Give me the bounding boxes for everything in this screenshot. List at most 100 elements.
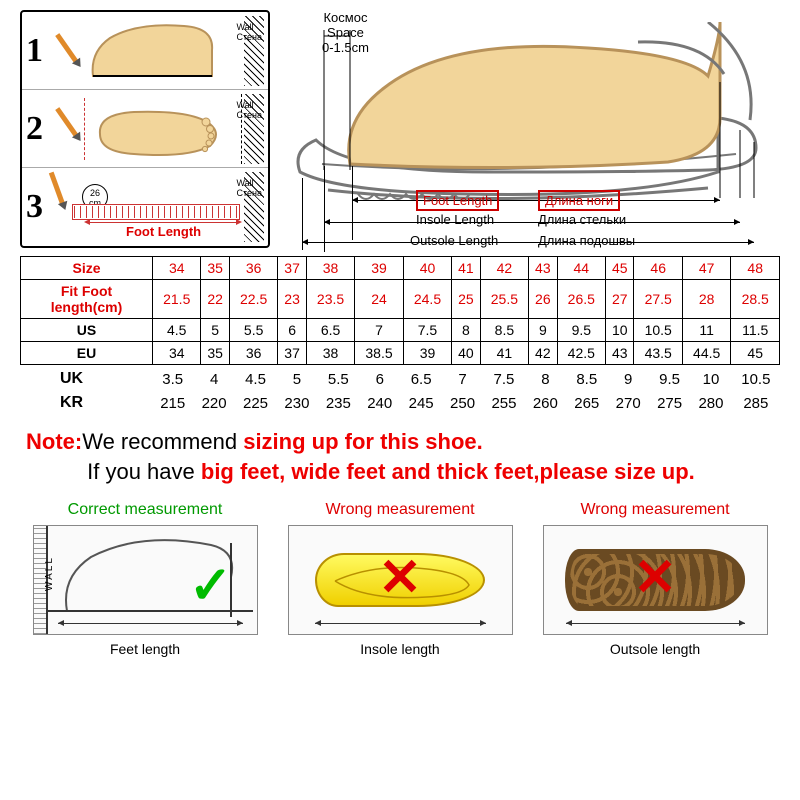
step-2: 2 WallСтена xyxy=(22,90,268,168)
cell: 9 xyxy=(529,319,557,342)
cell: 260 xyxy=(525,391,566,415)
cell: 28 xyxy=(682,280,730,319)
size-table: Size343536373839404142434445464748Fit Fo… xyxy=(20,256,780,365)
wall-label: WallСтена xyxy=(236,178,262,198)
cell: 42 xyxy=(529,342,557,365)
cell: 250 xyxy=(442,391,483,415)
cell: 37 xyxy=(278,257,306,280)
ruler-icon xyxy=(72,204,240,220)
outsole-diagram: ✕ xyxy=(543,525,768,635)
cell: 230 xyxy=(276,391,317,415)
cell: 36 xyxy=(229,342,277,365)
cell: 45 xyxy=(606,257,634,280)
step-3: 3 26cm Foot Length WallСтена xyxy=(22,168,268,246)
cell: 8.5 xyxy=(480,319,528,342)
cell: 34 xyxy=(153,342,201,365)
length-arrow xyxy=(566,623,745,624)
note-text: If you have xyxy=(87,459,201,484)
cell: 39 xyxy=(403,342,451,365)
row-label: EU xyxy=(21,342,153,365)
cell: 10 xyxy=(690,367,731,391)
table-row: Fit Foot length(cm)21.52222.52323.52424.… xyxy=(21,280,780,319)
cell: 280 xyxy=(690,391,731,415)
cell: 40 xyxy=(452,342,480,365)
foot-length-label: Foot Length xyxy=(126,224,201,239)
card-title: Correct measurement xyxy=(33,501,258,519)
cell: 35 xyxy=(201,257,229,280)
shoe-cross-section-icon xyxy=(288,22,768,202)
cell: 10 xyxy=(606,319,634,342)
cell: 37 xyxy=(278,342,306,365)
cell: 42.5 xyxy=(557,342,605,365)
cell: 46 xyxy=(634,257,682,280)
outsole-length-ru-label: Длина подошвы xyxy=(538,233,635,248)
cell: 38 xyxy=(306,257,354,280)
step-number: 1 xyxy=(26,32,54,70)
pencil-icon xyxy=(55,107,79,138)
page: 1 WallСтена 2 xyxy=(0,0,800,677)
cell: 285 xyxy=(732,391,780,415)
cell: 220 xyxy=(193,391,234,415)
cell: 8 xyxy=(525,367,566,391)
cell: 270 xyxy=(607,391,648,415)
cell: 240 xyxy=(359,391,400,415)
insole-length-ru-label: Длина стельки xyxy=(538,212,626,227)
cell: 6.5 xyxy=(400,367,441,391)
wall-label: WallСтена xyxy=(236,100,262,120)
cell: 7.5 xyxy=(403,319,451,342)
pencil-icon xyxy=(55,33,79,64)
cell: 45 xyxy=(731,342,780,365)
shoe-diagram: Космос Space 0-1.5cm xyxy=(282,10,780,250)
foot-length-arrow xyxy=(88,222,238,223)
cell: 5.5 xyxy=(229,319,277,342)
foot-top-icon xyxy=(88,102,228,164)
note-emphasis: sizing up for this shoe. xyxy=(243,429,483,454)
outsole-length-label: Outsole Length xyxy=(410,233,498,248)
cross-icon: ✕ xyxy=(633,548,677,608)
cell: 225 xyxy=(235,391,276,415)
cell: 43 xyxy=(529,257,557,280)
cell: 44 xyxy=(557,257,605,280)
cell: 47 xyxy=(682,257,730,280)
steps-box: 1 WallСтена 2 xyxy=(20,10,270,248)
cell: 27 xyxy=(606,280,634,319)
wall-label: WALL xyxy=(43,556,54,591)
cell: 43.5 xyxy=(634,342,682,365)
cell: 25 xyxy=(452,280,480,319)
step-1: 1 WallСтена xyxy=(22,12,268,90)
cell: 3.5 xyxy=(152,367,193,391)
cell: 7.5 xyxy=(483,367,524,391)
cell: 24 xyxy=(355,280,403,319)
cell: 34 xyxy=(153,257,201,280)
cell: 7 xyxy=(442,367,483,391)
cell: 26 xyxy=(529,280,557,319)
note-text: We recommend xyxy=(82,429,243,454)
cell: 215 xyxy=(152,391,193,415)
correct-measurement-card: Correct measurement WALL ✓ Feet length xyxy=(33,501,258,657)
cell: 5 xyxy=(201,319,229,342)
cell: 5 xyxy=(276,367,317,391)
cell: 11 xyxy=(682,319,730,342)
cell: 36 xyxy=(229,257,277,280)
table-row: UK3.544.555.566.577.588.599.51010.5 xyxy=(20,367,780,391)
cell: 4 xyxy=(193,367,234,391)
insole-length-dim xyxy=(324,222,740,223)
cell: 40 xyxy=(403,257,451,280)
table-row: Size343536373839404142434445464748 xyxy=(21,257,780,280)
length-arrow xyxy=(315,623,486,624)
cell: 27.5 xyxy=(634,280,682,319)
cell: 10.5 xyxy=(634,319,682,342)
cross-icon: ✕ xyxy=(378,548,422,608)
cell: 42 xyxy=(480,257,528,280)
table-row: KR21522022523023524024525025526026527027… xyxy=(20,391,780,415)
step-number: 3 xyxy=(26,188,54,226)
card-caption: Feet length xyxy=(33,641,258,657)
wrong-insole-card: Wrong measurement ✕ Insole length xyxy=(288,501,513,657)
cell: 41 xyxy=(452,257,480,280)
outsole-length-dim xyxy=(302,242,754,243)
insole-length-label: Insole Length xyxy=(416,212,494,227)
check-icon: ✓ xyxy=(189,556,233,616)
cell: 25.5 xyxy=(480,280,528,319)
cell: 265 xyxy=(566,391,607,415)
cell: 21.5 xyxy=(153,280,201,319)
